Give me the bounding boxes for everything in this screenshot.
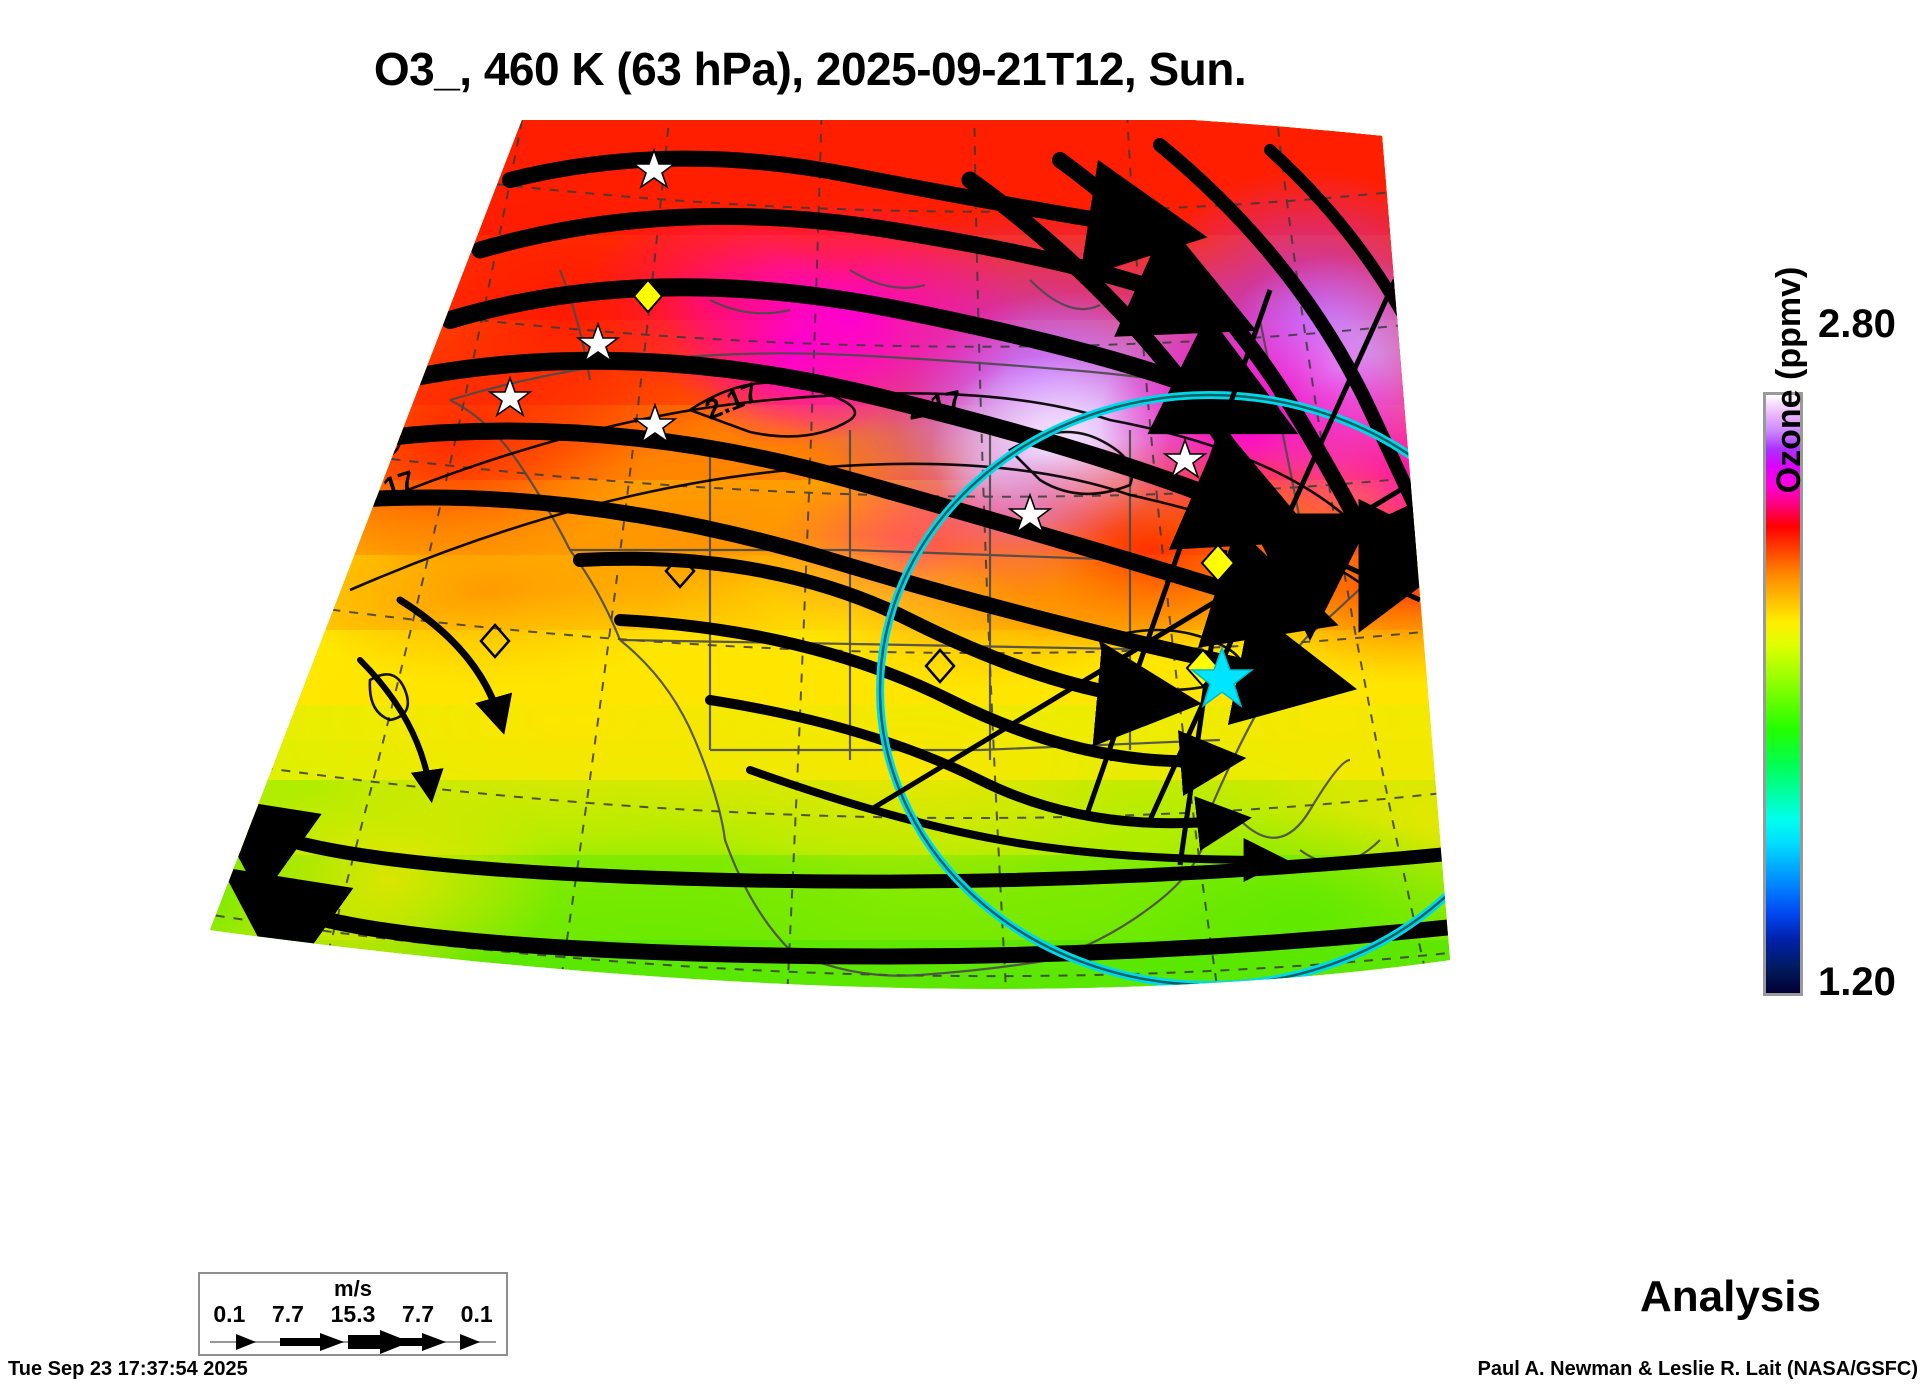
wind-arrow-scale (210, 1330, 496, 1354)
wind-units-label: m/s (334, 1276, 372, 1301)
wind-tick: 0.1 (460, 1301, 493, 1327)
ozone-field: 2.17 2.17 2.17 (210, 120, 1450, 989)
wind-tick: 0.1 (213, 1301, 246, 1327)
wind-tick: 7.7 (402, 1301, 435, 1327)
ozone-map: 2.17 2.17 2.17 (150, 120, 1750, 1280)
flight-tracks (868, 278, 1450, 866)
base-location-star[interactable] (1189, 645, 1255, 708)
diamond-marker-open[interactable] (664, 553, 696, 589)
wind-tick-labels: 0.1 7.7 15.3 7.7 0.1 (200, 1301, 506, 1328)
footer-credit: Paul A. Newman & Leslie R. Lait (NASA/GS… (1477, 1358, 1918, 1380)
station-star[interactable] (1162, 437, 1208, 480)
station-star[interactable] (632, 402, 678, 445)
diamond-marker[interactable] (632, 278, 664, 314)
colorbar-max-label: 2.80 (1818, 302, 1896, 346)
map-markers (479, 147, 1255, 708)
diamond-marker[interactable] (1200, 543, 1236, 583)
station-star[interactable] (631, 147, 677, 190)
map-canvas: 2.17 2.17 2.17 (210, 120, 1450, 989)
station-star[interactable] (575, 321, 621, 364)
wind-tick: 7.7 (271, 1301, 304, 1327)
colorbar (1763, 392, 1803, 996)
wind-tick: 15.3 (330, 1301, 376, 1327)
station-star[interactable] (1007, 492, 1053, 535)
analysis-label: Analysis (1640, 1272, 1821, 1321)
footer-timestamp: Tue Sep 23 17:37:54 2025 (8, 1358, 248, 1380)
wind-speed-legend: m/s 0.1 7.7 15.3 7.7 0.1 (198, 1272, 508, 1356)
page-title: O3_, 460 K (63 hPa), 2025-09-21T12, Sun. (373, 43, 1247, 95)
diamond-marker-open[interactable] (924, 648, 956, 684)
diamond-marker-open[interactable] (479, 623, 511, 659)
station-star[interactable] (487, 375, 533, 418)
colorbar-min-label: 1.20 (1818, 960, 1896, 1004)
station-star-group (487, 147, 1208, 535)
colorbar-axis-label: Ozone (ppmv) (1770, 266, 1808, 494)
